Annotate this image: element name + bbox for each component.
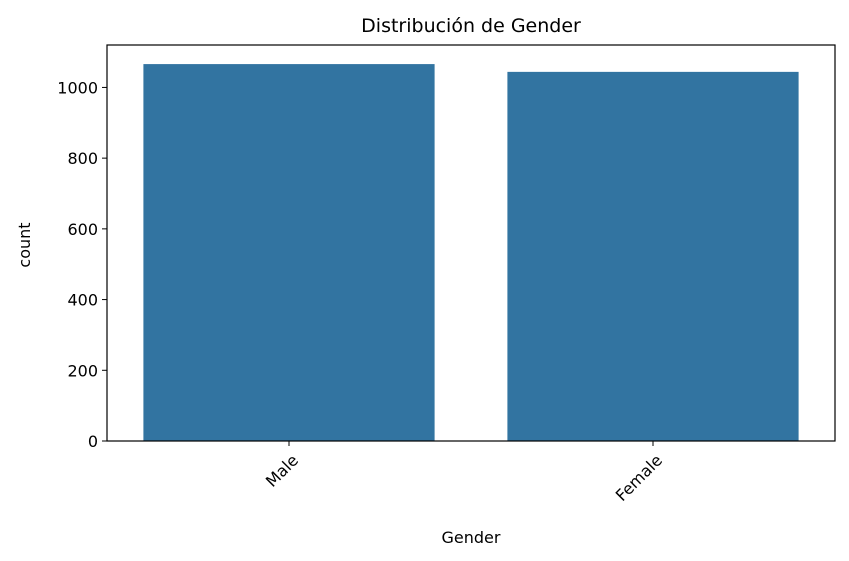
- y-tick-label: 1000: [57, 78, 98, 97]
- bar-female: [507, 71, 799, 441]
- y-axis-label: count: [15, 222, 34, 267]
- y-tick-label: 400: [67, 291, 98, 310]
- plot-frame: [106, 44, 836, 442]
- y-tick-label: 0: [88, 432, 98, 451]
- bar-male: [143, 64, 435, 441]
- y-axis-ticks: 0 200 400 600 800 1000: [57, 78, 107, 451]
- chart-title: Distribución de Gender: [361, 15, 581, 37]
- x-tick-label: Male: [262, 451, 302, 491]
- x-tick-label: Female: [612, 451, 666, 505]
- x-axis-label: Gender: [442, 528, 501, 547]
- y-tick-label: 800: [67, 149, 98, 168]
- bars-group: [143, 64, 799, 441]
- y-tick-label: 200: [67, 361, 98, 380]
- y-tick-label: 600: [67, 220, 98, 239]
- x-axis-ticks: Male Female: [262, 441, 666, 505]
